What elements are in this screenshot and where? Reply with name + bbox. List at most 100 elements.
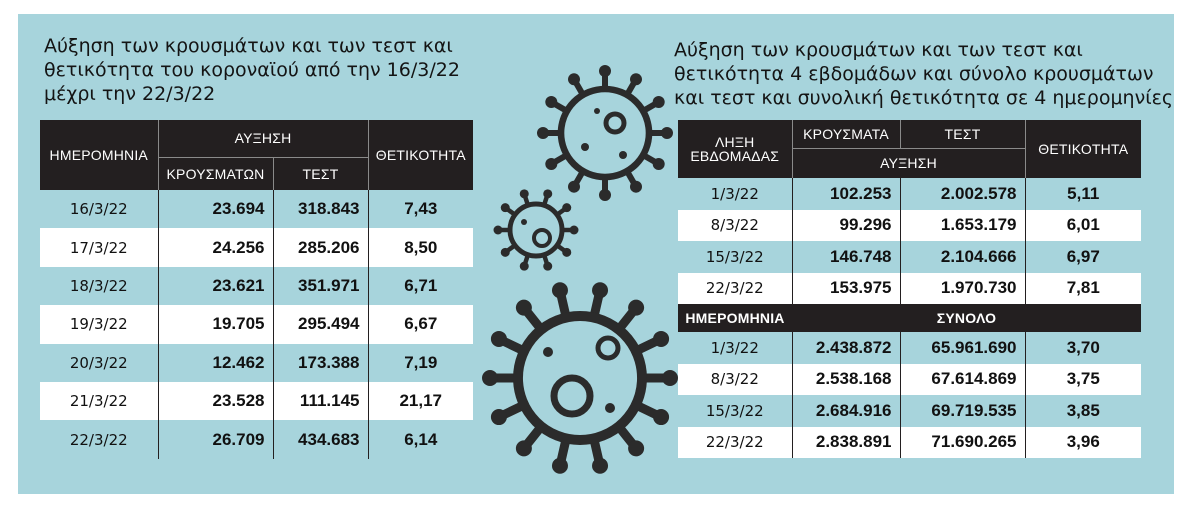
cell-tests: 69.719.535 <box>899 395 1025 427</box>
table-row: 1/3/22 102.253 2.002.578 5,11 <box>678 178 1141 210</box>
cell-cases: 2.838.891 <box>791 426 900 458</box>
cell-cases: 146.748 <box>791 241 900 273</box>
cell-positivity: 21,17 <box>367 381 473 421</box>
col-header-date: ΗΜΕΡΟΜΗΝΙΑ <box>40 120 158 190</box>
left-title-line: Αύξηση των κρουσμάτων και των τεστ και <box>44 35 453 57</box>
week-end-label: ΛΗΞΗ <box>715 134 755 150</box>
cell-positivity: 7,43 <box>367 190 473 229</box>
daily-increase-rows: 16/3/22 23.694 318.843 7,43 17/3/22 24.256 285… <box>40 190 473 459</box>
total-rows: 1/3/22 2.438.872 65.961.690 3,70 8/3/22 2.538… <box>678 332 1141 458</box>
weekly-total-table: ΛΗΞΗ ΕΒΔΟΜΑΔΑΣ ΚΡΟΥΣΜΑΤΑ ΤΕΣΤ ΘΕΤΙΚΟΤΗΤΑ… <box>678 120 1141 458</box>
table-row: 15/3/22 2.684.916 69.719.535 3,85 <box>678 395 1141 427</box>
cell-tests: 318.843 <box>272 190 368 229</box>
table-row: 8/3/22 2.538.168 67.614.869 3,75 <box>678 363 1141 395</box>
cell-date: 22/3/22 <box>69 430 128 449</box>
cell-positivity: 6,01 <box>1024 209 1141 241</box>
left-title-line: μέχρι την 22/3/22 <box>44 83 216 105</box>
cell-date: 20/3/22 <box>69 353 128 372</box>
cell-positivity: 6,14 <box>367 420 473 459</box>
col-header-positivity: ΘΕΤΙΚΟΤΗΤΑ <box>1024 120 1141 178</box>
cell-cases: 23.528 <box>157 381 273 421</box>
table-row: 22/3/22 2.838.891 71.690.265 3,96 <box>678 426 1141 458</box>
cell-tests: 67.614.869 <box>899 363 1025 395</box>
cell-date: 8/3/22 <box>678 209 792 241</box>
cell-date: 21/3/22 <box>40 381 158 421</box>
cell-date: 1/3/22 <box>710 338 759 357</box>
cell-date: 22/3/22 <box>678 426 792 458</box>
table-row: 22/3/22 153.975 1.970.730 7,81 <box>678 272 1141 304</box>
cell-cases: 26.709 <box>157 420 273 459</box>
virus-icon <box>482 282 678 474</box>
cell-cases: 2.538.168 <box>791 363 900 395</box>
cell-tests: 65.961.690 <box>899 332 1025 364</box>
table-row: 18/3/22 23.621 351.971 6,71 <box>40 266 473 306</box>
table-row: 15/3/22 146.748 2.104.666 6,97 <box>678 241 1141 273</box>
table-row: 17/3/22 24.256 285.206 8,50 <box>40 228 473 267</box>
week-end-label: ΕΒΔΟΜΑΔΑΣ <box>690 148 780 164</box>
weekly-rows: 1/3/22 102.253 2.002.578 5,11 8/3/22 99.296 1.… <box>678 178 1141 304</box>
cell-cases: 2.684.916 <box>791 395 900 427</box>
right-title-line: και τεστ και συνολική θετικότητα σε 4 ημ… <box>674 87 1174 109</box>
right-title-line: Αύξηση των κρουσμάτων και των τεστ και <box>674 39 1083 61</box>
cell-tests: 1.970.730 <box>899 272 1025 304</box>
cell-date: 18/3/22 <box>69 276 128 295</box>
table-row: 21/3/22 23.528 111.145 21,17 <box>40 381 473 421</box>
col-header-week-end: ΛΗΞΗ ΕΒΔΟΜΑΔΑΣ <box>678 120 792 178</box>
cell-cases: 12.462 <box>157 343 273 382</box>
col-header-increase: ΑΥΞΗΣΗ <box>791 147 1025 178</box>
col-header-cases: ΚΡΟΥΣΜΑΤΩΝ <box>157 156 273 190</box>
cell-positivity: 8,50 <box>367 228 473 267</box>
cell-positivity: 6,97 <box>1024 241 1141 273</box>
col-header-tests: ΤΕΣΤ <box>899 120 1025 148</box>
cell-cases: 19.705 <box>157 305 273 344</box>
table-row: 20/3/22 12.462 173.388 7,19 <box>40 343 473 382</box>
col-header-cases: ΚΡΟΥΣΜΑΤΑ <box>791 120 900 148</box>
cell-positivity: 3,75 <box>1024 363 1141 395</box>
section-header-total: ΣΥΝΟΛΟ <box>792 304 1141 332</box>
table-row: 19/3/22 19.705 295.494 6,67 <box>40 305 473 344</box>
cell-positivity: 3,70 <box>1024 332 1141 364</box>
cell-date: 15/3/22 <box>705 247 764 266</box>
cell-cases: 2.438.872 <box>791 332 900 364</box>
virus-icon <box>537 65 673 201</box>
cell-tests: 2.104.666 <box>899 241 1025 273</box>
cell-date: 1/3/22 <box>710 184 759 203</box>
cell-date: 15/3/22 <box>705 401 764 420</box>
right-title-line: θετικότητα 4 εβδομάδων και σύνολο κρουσμ… <box>674 63 1154 85</box>
table-row: 16/3/22 23.694 318.843 7,43 <box>40 190 473 229</box>
table-row: 22/3/22 26.709 434.683 6,14 <box>40 420 473 459</box>
cell-positivity: 6,71 <box>367 266 473 306</box>
cell-cases: 24.256 <box>157 228 273 267</box>
section-header-date: ΗΜΕΡΟΜΗΝΙΑ <box>678 304 792 332</box>
col-header-positivity: ΘΕΤΙΚΟΤΗΤΑ <box>367 120 473 190</box>
cell-tests: 351.971 <box>272 266 368 306</box>
cell-cases: 23.694 <box>157 190 273 229</box>
cell-cases: 102.253 <box>791 178 900 210</box>
cell-positivity: 6,67 <box>367 305 473 344</box>
cell-tests: 434.683 <box>272 420 368 459</box>
cell-date: 22/3/22 <box>678 272 792 304</box>
cell-tests: 1.653.179 <box>899 209 1025 241</box>
virus-icon <box>493 189 579 271</box>
table-row: 1/3/22 2.438.872 65.961.690 3,70 <box>678 332 1141 364</box>
cell-date: 8/3/22 <box>678 363 792 395</box>
cell-date: 19/3/22 <box>40 305 158 344</box>
cell-date: 16/3/22 <box>69 200 128 219</box>
cell-cases: 99.296 <box>791 209 900 241</box>
cell-positivity: 3,96 <box>1024 426 1141 458</box>
daily-increase-table: ΗΜΕΡΟΜΗΝΙΑ ΑΥΞΗΣΗ ΘΕΤΙΚΟΤΗΤΑ ΚΡΟΥΣΜΑΤΩΝ … <box>40 120 473 459</box>
table-row: 8/3/22 99.296 1.653.179 6,01 <box>678 209 1141 241</box>
cell-tests: 173.388 <box>272 343 368 382</box>
col-header-increase: ΑΥΞΗΣΗ <box>157 120 368 157</box>
cell-cases: 23.621 <box>157 266 273 306</box>
cell-positivity: 3,85 <box>1024 395 1141 427</box>
cell-tests: 295.494 <box>272 305 368 344</box>
cell-positivity: 5,11 <box>1024 178 1141 210</box>
left-title-line: θετικότητα του κοροναϊού από την 16/3/22 <box>44 59 460 81</box>
col-header-tests: ΤΕΣΤ <box>272 156 368 190</box>
right-title: Αύξηση των κρουσμάτων και των τεστ και θ… <box>674 38 1173 110</box>
cell-tests: 71.690.265 <box>899 426 1025 458</box>
cell-positivity: 7,81 <box>1024 272 1141 304</box>
cell-tests: 285.206 <box>272 228 368 267</box>
cell-tests: 111.145 <box>272 381 368 421</box>
